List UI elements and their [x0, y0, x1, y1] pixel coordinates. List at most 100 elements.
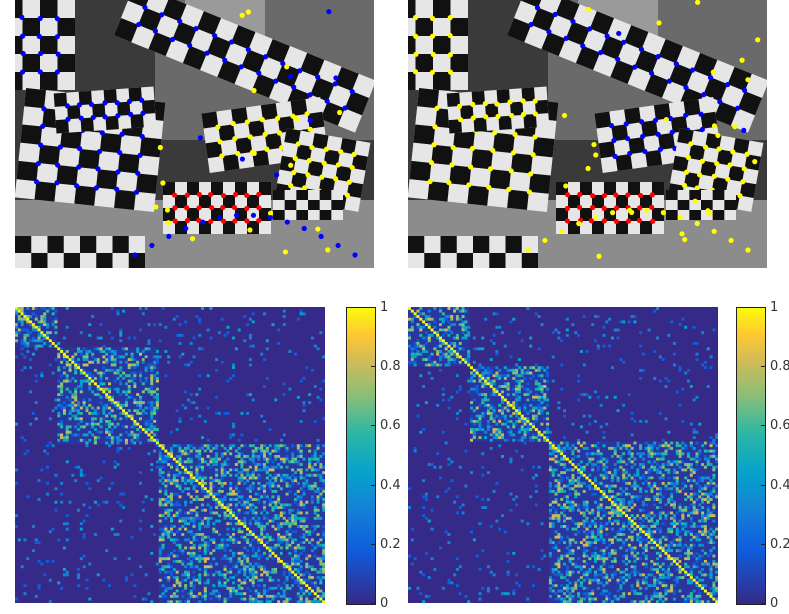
heatmap-cell — [105, 420, 109, 423]
heatmap-cell — [215, 463, 219, 466]
heatmap-cell — [288, 500, 292, 504]
heatmap-cell — [689, 530, 693, 534]
heatmap-cell — [715, 527, 718, 531]
heatmap-cell — [141, 312, 145, 316]
heatmap-cell — [537, 430, 541, 434]
heatmap-cell — [116, 406, 120, 410]
heatmap-cell — [234, 522, 238, 526]
heatmap-cell — [232, 336, 236, 340]
heatmap-cell — [155, 465, 159, 469]
heatmap-cell — [672, 476, 676, 480]
heatmap-cell — [215, 530, 219, 534]
heatmap-cell — [229, 452, 233, 456]
heatmap-cell — [195, 476, 199, 480]
heatmap-cell — [650, 446, 654, 450]
heatmap-cell — [234, 503, 238, 507]
photo-keypoint — [717, 99, 723, 105]
heatmap-cell — [113, 368, 117, 372]
heatmap-cell — [274, 444, 278, 448]
heatmap-cell — [543, 393, 547, 396]
heatmap-cell — [203, 541, 207, 544]
heatmap-cell — [548, 481, 552, 485]
heatmap-cell — [577, 449, 581, 453]
photo-keypoint — [323, 146, 330, 152]
heatmap-cell — [29, 331, 33, 335]
heatmap-cell — [594, 541, 598, 544]
heatmap-cell — [229, 576, 233, 579]
heatmap-cell — [229, 592, 233, 596]
heatmap-cell — [274, 457, 278, 461]
heatmap-cell — [591, 519, 595, 523]
heatmap-cell — [529, 425, 533, 429]
photo-keypoint — [133, 189, 140, 195]
heatmap-cell — [579, 465, 583, 469]
heatmap-cell — [495, 422, 499, 426]
heatmap-cell — [232, 422, 236, 426]
heatmap-cell — [254, 592, 258, 596]
heatmap-cell — [265, 516, 269, 520]
heatmap-cell — [661, 457, 665, 461]
heatmap-cell — [265, 535, 269, 539]
heatmap-cell — [265, 495, 269, 499]
heatmap-cell — [602, 484, 606, 488]
heatmap-cell — [110, 368, 114, 372]
heatmap-cell — [34, 325, 38, 329]
heatmap-cell — [195, 465, 199, 469]
heatmap-cell — [40, 344, 44, 348]
heatmap-cell — [164, 530, 168, 534]
heatmap-cell — [639, 543, 643, 547]
heatmap-cell — [625, 446, 629, 450]
photo-keypoint — [204, 50, 210, 56]
heatmap-cell — [706, 347, 710, 351]
heatmap-cell — [164, 557, 168, 561]
heatmap-cell — [57, 417, 61, 421]
heatmap-cell — [34, 541, 38, 544]
heatmap-cell — [305, 524, 309, 528]
heatmap-cell — [305, 554, 309, 558]
heatmap-cell — [158, 460, 162, 464]
heatmap-cell — [96, 573, 100, 577]
heatmap-cell — [537, 385, 541, 388]
heatmap-cell — [619, 506, 623, 510]
heatmap-cell — [302, 578, 306, 582]
heatmap-cell — [77, 385, 81, 388]
heatmap-cell — [91, 390, 95, 394]
heatmap-cell — [692, 535, 696, 539]
heatmap-cell — [447, 363, 451, 367]
heatmap-cell — [170, 495, 174, 499]
photo-keypoint — [19, 33, 26, 39]
heatmap-cell — [57, 368, 61, 372]
heatmap-cell — [223, 468, 227, 472]
heatmap-cell — [470, 379, 474, 383]
photo-keypoint — [650, 218, 656, 224]
heatmap-cell — [625, 549, 629, 553]
heatmap-cell — [294, 498, 298, 501]
heatmap-cell — [161, 481, 165, 485]
heatmap-cell — [260, 449, 264, 453]
heatmap-cell — [175, 514, 179, 518]
heatmap-cell — [439, 328, 443, 332]
heatmap-cell — [110, 481, 114, 485]
heatmap-cell — [215, 500, 219, 504]
heatmap-cell — [232, 589, 236, 593]
heatmap-cell — [299, 594, 303, 598]
heatmap-cell — [619, 503, 623, 507]
heatmap-cell — [664, 487, 668, 491]
heatmap-cell — [498, 436, 502, 440]
heatmap-cell — [650, 487, 654, 491]
heatmap-cell — [248, 597, 252, 601]
heatmap-cell — [251, 565, 255, 569]
heatmap-cell — [322, 465, 325, 469]
heatmap-cell — [229, 508, 233, 512]
heatmap-cell — [537, 387, 541, 391]
heatmap-cell — [571, 473, 575, 477]
heatmap-cell — [577, 508, 581, 512]
heatmap-cell — [526, 307, 530, 310]
heatmap-cell — [308, 586, 312, 590]
photo-keypoint — [54, 180, 60, 186]
heatmap-cell — [57, 387, 61, 391]
heatmap-cell — [627, 481, 631, 485]
heatmap-cell — [124, 390, 128, 394]
heatmap-cell — [501, 331, 505, 335]
heatmap-cell — [175, 444, 179, 448]
